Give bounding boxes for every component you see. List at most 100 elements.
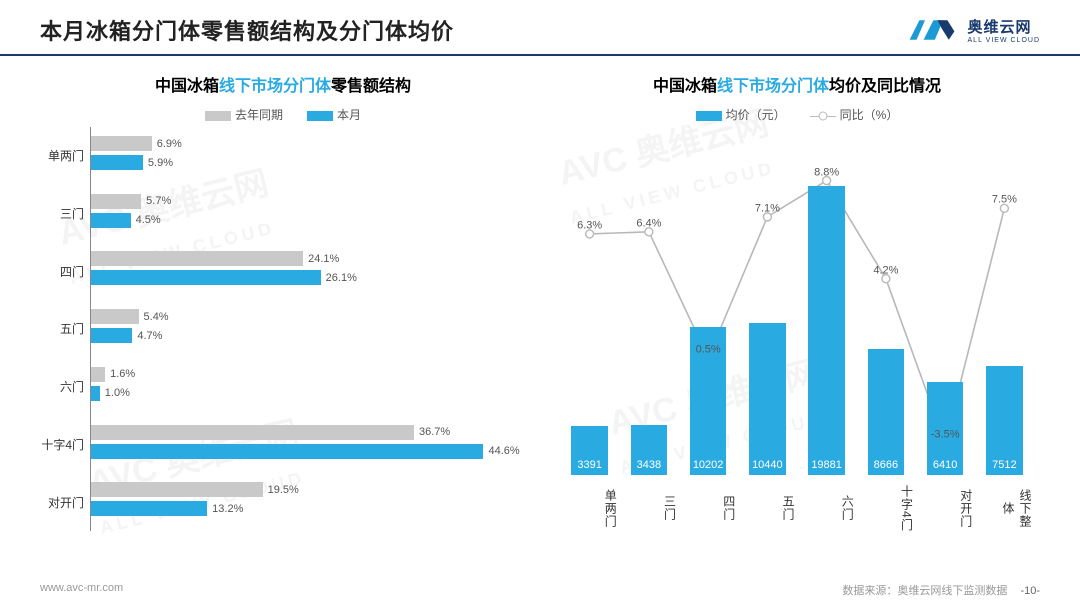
combo-category: 六门 [797, 479, 856, 533]
line-value-label: 0.5% [696, 343, 721, 355]
hbar-row: 单两门6.9%5.9% [90, 127, 530, 185]
combo-plot: 3391 6.3% 3438 6.4% 102020.5% 10440 7.1% 19881 8… [560, 155, 1034, 475]
hbar-value: 6.9% [157, 138, 182, 150]
hbar-plot: 单两门 6.9% 5.9% 三门 5.7% 4.5% 四门 24.1% 26.1% 五门 5.4% 4… [36, 127, 530, 531]
legend-swatch-now [307, 111, 333, 121]
hbar-bar: 1.0% [91, 386, 100, 401]
charts-area: 中国冰箱线下市场分门体零售额结构 去年同期 本月 单两门 6.9% 5.9% 三门 5.… [0, 56, 1080, 533]
logo-icon [904, 14, 960, 46]
hbar-bar: 44.6% [91, 444, 483, 459]
hbar-value: 19.5% [268, 484, 299, 496]
hbar-row: 六门1.6%1.0% [90, 358, 530, 416]
legend-label-last: 去年同期 [235, 108, 283, 122]
vbar-cell: 3391 [560, 155, 619, 475]
logo-text-cn: 奥维云网 [968, 16, 1040, 37]
hbar-value: 24.1% [308, 253, 339, 265]
hbar-bar: 24.1% [91, 251, 303, 266]
hbar-category: 单两门 [36, 127, 84, 185]
hbar-value: 4.7% [137, 330, 162, 342]
vbar: 10440 [749, 323, 786, 475]
line-value-label: -3.5% [931, 429, 960, 441]
line-value-label: 6.3% [577, 220, 602, 232]
hbar-value: 4.5% [136, 214, 161, 226]
vbar-value: 3438 [631, 459, 668, 471]
right-chart: 中国冰箱线下市场分门体均价及同比情况 均价（元） 同比（%） 33916.3%3… [550, 66, 1044, 533]
hbar-category: 六门 [36, 358, 84, 416]
vbar-cell: 19881 [797, 155, 856, 475]
hbar-category: 对开门 [36, 473, 84, 531]
vbar: 3438 [631, 425, 668, 475]
combo-area: 3391 6.3% 3438 6.4% 102020.5% 10440 7.1% 19881 8… [550, 127, 1044, 533]
vbar-value: 3391 [571, 459, 608, 471]
hbar-value: 13.2% [212, 503, 243, 515]
page-title: 本月冰箱分门体零售额结构及分门体均价 [40, 14, 454, 46]
hbar-row: 四门24.1%26.1% [90, 242, 530, 300]
vbar: 3391 [571, 426, 608, 475]
hbar-value: 5.7% [146, 195, 171, 207]
hbar-bar: 36.7% [91, 425, 414, 440]
page-number: -10- [1020, 585, 1040, 597]
hbar-bar: 6.9% [91, 136, 152, 151]
line-value-label: 8.8% [814, 166, 839, 178]
right-chart-title: 中国冰箱线下市场分门体均价及同比情况 [550, 72, 1044, 96]
hbar-bar: 5.4% [91, 309, 139, 324]
vbar-value: 10440 [749, 459, 786, 471]
legend-label-line: 同比（%） [840, 108, 899, 122]
hbar-row: 对开门19.5%13.2% [90, 473, 530, 531]
hbar-bar: 1.6% [91, 367, 105, 382]
footer-source: 数据来源：奥维云网线下监测数据 [842, 585, 1007, 597]
vbar-cell: 6410 [916, 155, 975, 475]
hbar-value: 26.1% [326, 272, 357, 284]
vbar-cell: 10202 [679, 155, 738, 475]
line-value-label: 4.2% [873, 264, 898, 276]
footer-url: www.avc-mr.com [40, 582, 123, 598]
line-value-label: 7.5% [992, 194, 1017, 206]
combo-category: 十字4门 [856, 479, 915, 533]
hbar-category: 十字4门 [36, 416, 84, 474]
vbar-cell: 3438 [619, 155, 678, 475]
right-legend: 均价（元） 同比（%） [550, 106, 1044, 123]
vbar-cell: 8666 [856, 155, 915, 475]
hbar-bar: 5.9% [91, 155, 143, 170]
hbar-value: 5.9% [148, 157, 173, 169]
hbar-row: 十字4门36.7%44.6% [90, 416, 530, 474]
logo: 奥维云网 ALL VIEW CLOUD [904, 14, 1040, 46]
legend-label-now: 本月 [337, 108, 361, 122]
hbar-row: 五门5.4%4.7% [90, 300, 530, 358]
legend-label-bar: 均价（元） [726, 108, 786, 122]
hbar-bar: 19.5% [91, 482, 263, 497]
line-value-label: 6.4% [636, 217, 661, 229]
hbar-bar: 5.7% [91, 194, 141, 209]
hbar-category: 四门 [36, 242, 84, 300]
logo-text-en: ALL VIEW CLOUD [968, 37, 1040, 44]
vbar: 7512 [986, 366, 1023, 475]
legend-swatch-bar [696, 111, 722, 121]
combo-category: 三门 [619, 479, 678, 533]
hbar-bar: 4.7% [91, 328, 132, 343]
combo-category: 单两门 [560, 479, 619, 533]
hbar-bar: 4.5% [91, 213, 131, 228]
legend-swatch-last [205, 111, 231, 121]
hbar-value: 5.4% [144, 311, 169, 323]
vbar: 19881 [808, 186, 845, 475]
combo-category: 线下整体 [975, 479, 1034, 533]
header: 本月冰箱分门体零售额结构及分门体均价 奥维云网 ALL VIEW CLOUD [0, 0, 1080, 56]
combo-category: 对开门 [916, 479, 975, 533]
hbar-value: 1.6% [110, 368, 135, 380]
hbar-category: 五门 [36, 300, 84, 358]
left-chart: 中国冰箱线下市场分门体零售额结构 去年同期 本月 单两门 6.9% 5.9% 三门 5.… [36, 66, 530, 533]
combo-categories: 单两门三门四门五门六门十字4门对开门线下整体 [560, 479, 1034, 533]
vbar-value: 19881 [808, 459, 845, 471]
vbar-value: 8666 [868, 459, 905, 471]
left-legend: 去年同期 本月 [36, 106, 530, 123]
hbar-category: 三门 [36, 185, 84, 243]
vbar-value: 7512 [986, 459, 1023, 471]
hbar-bar: 26.1% [91, 270, 321, 285]
left-chart-title: 中国冰箱线下市场分门体零售额结构 [36, 72, 530, 96]
footer: www.avc-mr.com 数据来源：奥维云网线下监测数据 -10- [40, 582, 1040, 598]
hbar-value: 1.0% [105, 387, 130, 399]
vbar: 8666 [868, 349, 905, 475]
vbar-value: 6410 [927, 459, 964, 471]
line-value-label: 7.1% [755, 202, 780, 214]
hbar-value: 44.6% [488, 445, 519, 457]
